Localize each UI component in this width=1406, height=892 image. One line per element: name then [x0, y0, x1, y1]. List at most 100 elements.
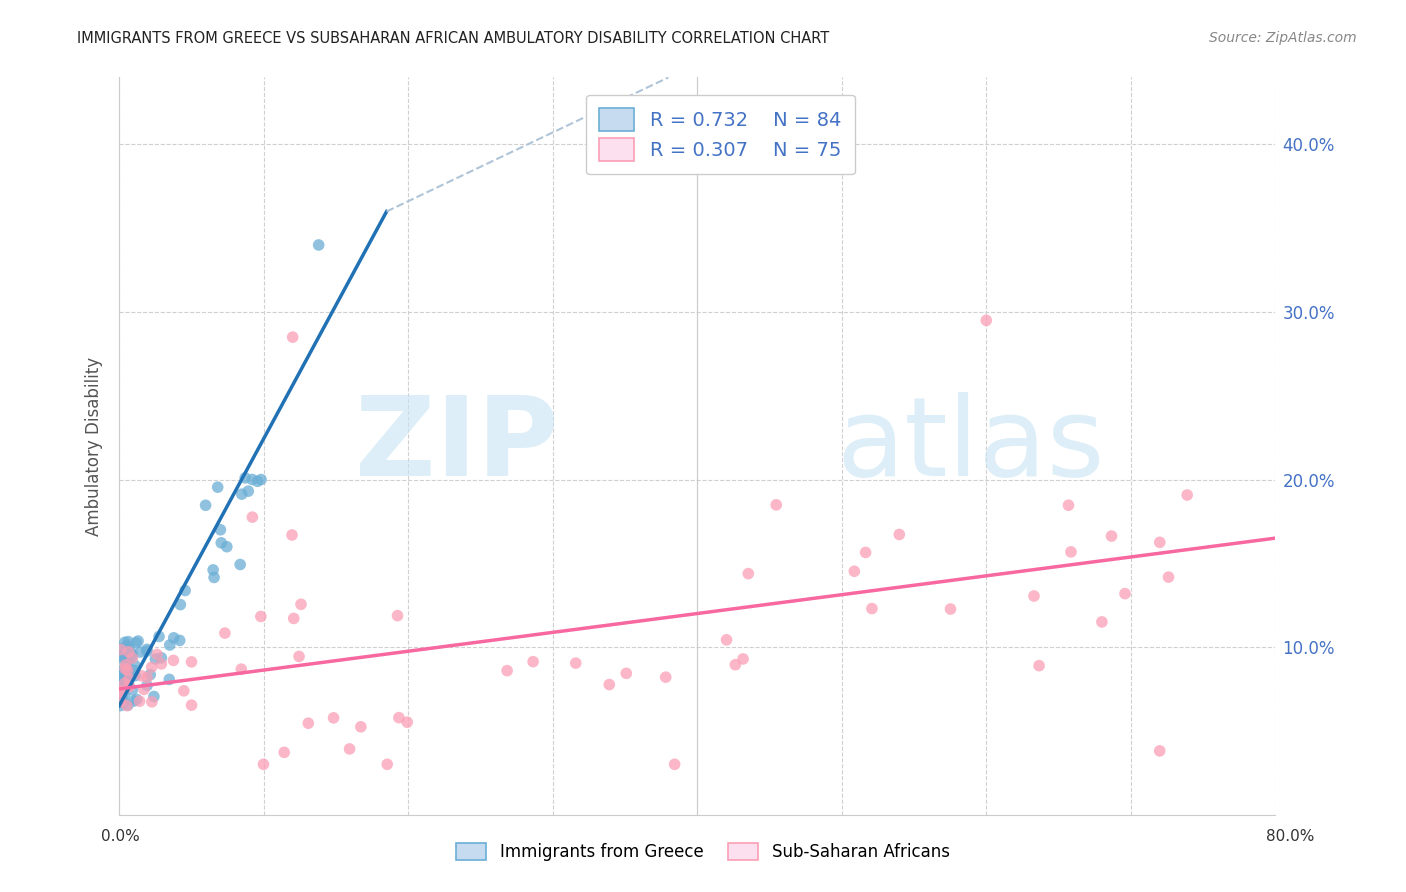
Point	[664, 757, 686, 772]
Point	[281, 528, 304, 542]
Point	[117, 653, 139, 667]
Point	[115, 678, 138, 692]
Point	[339, 742, 361, 756]
Point	[114, 653, 136, 667]
Point	[115, 666, 138, 681]
Point	[114, 674, 136, 689]
Point	[117, 645, 139, 659]
Point	[522, 655, 544, 669]
Point	[1101, 529, 1123, 543]
Point	[117, 659, 139, 673]
Point	[114, 689, 136, 703]
Point	[1028, 658, 1050, 673]
Point	[737, 566, 759, 581]
Point	[125, 692, 148, 706]
Point	[238, 484, 260, 499]
Point	[114, 676, 136, 690]
Point	[169, 598, 191, 612]
Point	[860, 601, 883, 615]
Point	[202, 563, 225, 577]
Point	[110, 641, 132, 656]
Text: IMMIGRANTS FROM GREECE VS SUBSAHARAN AFRICAN AMBULATORY DISABILITY CORRELATION C: IMMIGRANTS FROM GREECE VS SUBSAHARAN AFR…	[77, 31, 830, 46]
Point	[855, 545, 877, 559]
Point	[1149, 535, 1171, 549]
Point	[250, 473, 273, 487]
Point	[162, 653, 184, 667]
Point	[231, 662, 253, 676]
Point	[115, 639, 138, 653]
Point	[111, 675, 134, 690]
Point	[598, 677, 620, 691]
Point	[146, 648, 169, 662]
Point	[716, 632, 738, 647]
Point	[110, 670, 132, 684]
Legend: Immigrants from Greece, Sub-Saharan Africans: Immigrants from Greece, Sub-Saharan Afri…	[450, 836, 956, 868]
Point	[163, 631, 186, 645]
Point	[215, 540, 238, 554]
Point	[564, 656, 586, 670]
Point	[1022, 589, 1045, 603]
Point	[117, 634, 139, 648]
Point	[117, 677, 139, 691]
Point	[115, 651, 138, 665]
Point	[124, 668, 146, 682]
Text: 0.0%: 0.0%	[101, 830, 141, 844]
Point	[159, 638, 181, 652]
Point	[122, 694, 145, 708]
Point	[132, 682, 155, 697]
Point	[202, 570, 225, 584]
Point	[731, 652, 754, 666]
Point	[387, 608, 409, 623]
Point	[240, 473, 263, 487]
Point	[233, 471, 256, 485]
Point	[110, 688, 132, 702]
Point	[281, 330, 304, 344]
Point	[765, 498, 787, 512]
Point	[939, 602, 962, 616]
Point	[114, 649, 136, 664]
Point	[121, 647, 143, 661]
Text: atlas: atlas	[837, 392, 1105, 500]
Point	[136, 671, 159, 685]
Point	[115, 645, 138, 659]
Point	[117, 671, 139, 685]
Point	[1060, 545, 1083, 559]
Point	[111, 690, 134, 704]
Point	[122, 664, 145, 678]
Y-axis label: Ambulatory Disability: Ambulatory Disability	[86, 357, 103, 535]
Point	[308, 238, 330, 252]
Point	[127, 634, 149, 648]
Point	[214, 626, 236, 640]
Point	[229, 558, 252, 572]
Point	[120, 648, 142, 662]
Point	[111, 678, 134, 692]
Point	[136, 679, 159, 693]
Point	[141, 660, 163, 674]
Point	[110, 698, 132, 713]
Point	[145, 652, 167, 666]
Point	[614, 666, 637, 681]
Point	[240, 510, 263, 524]
Point	[112, 667, 135, 681]
Legend: R = 0.732    N = 84, R = 0.307    N = 75: R = 0.732 N = 84, R = 0.307 N = 75	[586, 95, 855, 175]
Text: Source: ZipAtlas.com: Source: ZipAtlas.com	[1209, 31, 1357, 45]
Point	[396, 715, 419, 730]
Point	[180, 655, 202, 669]
Point	[150, 651, 173, 665]
Point	[290, 597, 312, 611]
Point	[209, 523, 232, 537]
Point	[141, 695, 163, 709]
Point	[655, 670, 678, 684]
Point	[110, 695, 132, 709]
Point	[288, 649, 311, 664]
Point	[207, 480, 229, 494]
Point	[136, 642, 159, 657]
Point	[231, 487, 253, 501]
Point	[110, 642, 132, 657]
Point	[110, 684, 132, 698]
Point	[112, 645, 135, 659]
Point	[388, 711, 411, 725]
Point	[114, 643, 136, 657]
Point	[250, 609, 273, 624]
Point	[135, 644, 157, 658]
